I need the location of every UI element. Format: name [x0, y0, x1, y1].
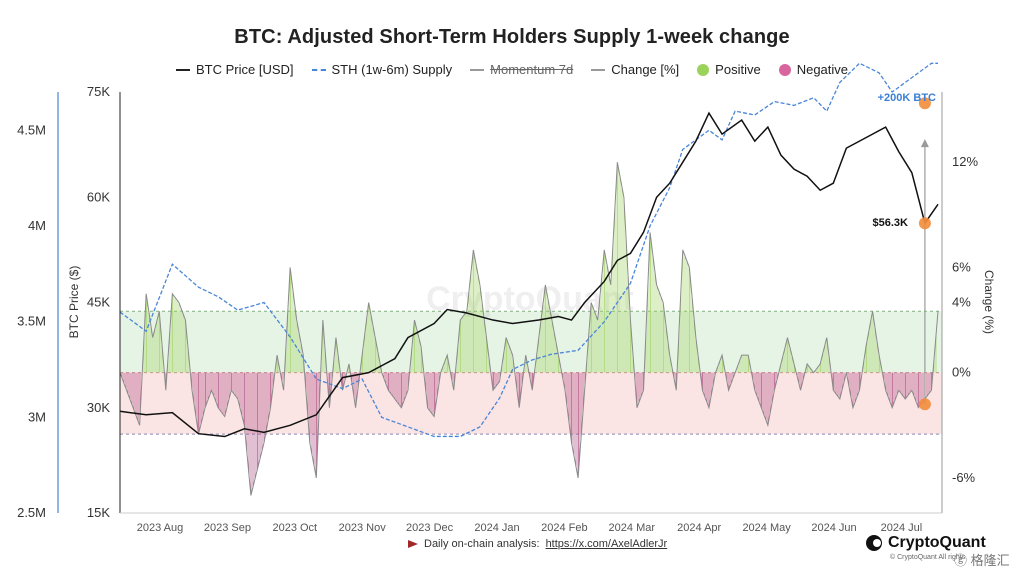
- legend-label: BTC Price [USD]: [195, 62, 294, 77]
- legend-item-change[interactable]: Change [%]: [591, 62, 679, 77]
- x-tick-label: 2023 Oct: [272, 522, 317, 534]
- legend-label: Positive: [715, 62, 761, 77]
- x-tick-label: 2024 Apr: [677, 522, 721, 534]
- price-tick: 60K: [87, 189, 110, 204]
- sth-annotation-label: +200K BTC: [878, 92, 936, 104]
- legend: BTC Price [USD] STH (1w-6m) Supply Momen…: [0, 62, 1024, 77]
- price-tick: 15K: [87, 505, 110, 520]
- footer-link[interactable]: https://x.com/AxelAdlerJr: [545, 538, 668, 550]
- legend-label: STH (1w-6m) Supply: [331, 62, 453, 77]
- legend-label: Negative: [796, 62, 849, 77]
- legend-item-negative[interactable]: Negative: [778, 62, 849, 77]
- footer-prefix: Daily on-chain analysis:: [424, 538, 540, 550]
- price-marker: [918, 217, 931, 230]
- arrow-up-icon: [920, 139, 929, 148]
- chart-title: BTC: Adjusted Short-Term Holders Supply …: [234, 26, 790, 48]
- brand-logo: CryptoQuant: [866, 534, 986, 552]
- supply-tick: 4M: [28, 218, 46, 233]
- negative-band: [120, 372, 942, 435]
- change-tick: 4%: [952, 295, 971, 310]
- x-tick-label: 2023 Dec: [406, 522, 454, 534]
- legend-gray-swatch: [470, 68, 485, 71]
- x-tick-label: 2024 Jan: [474, 522, 519, 534]
- corner-watermark: ⓖ 格隆汇: [954, 553, 1010, 568]
- negative-dot-icon: [778, 63, 791, 76]
- supply-tick: 3.5M: [17, 314, 46, 329]
- legend-label: Momentum 7d: [490, 62, 574, 77]
- positive-band: [120, 311, 942, 373]
- brand-subtext: © CryptoQuant All rights: [890, 554, 966, 561]
- x-tick-label: 2024 Jul: [881, 522, 923, 534]
- x-tick-label: 2024 Mar: [609, 522, 656, 534]
- positive-dot-icon: [697, 63, 710, 76]
- sth-supply-line: [119, 62, 938, 438]
- legend-item-momentum[interactable]: Momentum 7d: [470, 62, 573, 77]
- legend-item-positive[interactable]: Positive: [697, 62, 761, 77]
- cryptoquant-logo-icon: [866, 535, 882, 551]
- legend-item-sth-supply[interactable]: STH (1w-6m) Supply: [311, 62, 453, 77]
- supply-tick: 4.5M: [17, 122, 46, 137]
- change-axis-label: Change (%): [982, 270, 996, 334]
- price-tick: 30K: [87, 400, 110, 415]
- change-tick: 6%: [952, 259, 971, 274]
- x-tick-label: 2024 Feb: [541, 522, 587, 534]
- sth-marker: [918, 97, 931, 110]
- legend-item-btc-price[interactable]: BTC Price [USD]: [175, 62, 294, 77]
- price-tick: 45K: [87, 295, 110, 310]
- flag-icon: [408, 540, 418, 548]
- x-tick-label: 2023 Aug: [137, 522, 184, 534]
- supply-tick: 2.5M: [17, 505, 46, 520]
- watermark-text: CryptoQuant: [426, 280, 634, 318]
- legend-gray-swatch: [591, 68, 606, 71]
- x-tick-label: 2024 Jun: [811, 522, 856, 534]
- change-line: [119, 162, 939, 496]
- x-tick-label: 2024 May: [742, 522, 791, 534]
- change-marker: [918, 398, 931, 411]
- change-tick: 12%: [952, 154, 978, 169]
- legend-dash-swatch: [311, 68, 326, 71]
- change-tick: 0%: [952, 365, 971, 380]
- btc-price-line: [119, 111, 939, 438]
- price-axis-label: BTC Price ($): [67, 266, 81, 339]
- supply-tick: 3M: [28, 409, 46, 424]
- legend-line-swatch: [175, 68, 190, 71]
- price-annotation-label: $56.3K: [873, 217, 909, 229]
- price-tick: 75K: [87, 84, 110, 99]
- footer: Daily on-chain analysis: https://x.com/A…: [408, 538, 667, 550]
- legend-label: Change [%]: [611, 62, 680, 77]
- change-tick: -6%: [952, 470, 976, 485]
- x-tick-label: 2023 Sep: [204, 522, 251, 534]
- brand-name: CryptoQuant: [888, 534, 986, 551]
- x-tick-label: 2023 Nov: [339, 522, 387, 534]
